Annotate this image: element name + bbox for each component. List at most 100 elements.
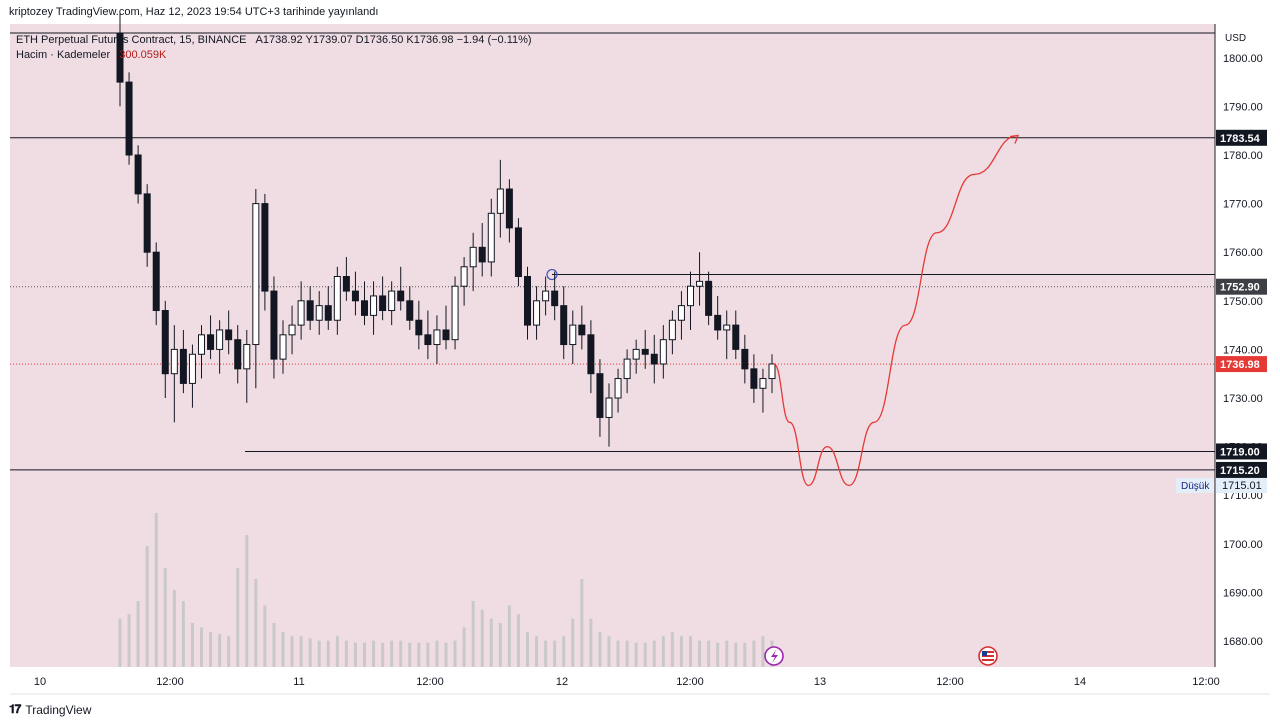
horizontal-levels: [10, 32, 1215, 471]
candle-body[interactable]: [469, 246, 477, 268]
candle-body[interactable]: [768, 363, 776, 380]
candle-body[interactable]: [188, 353, 196, 384]
lightning-event-icon[interactable]: [764, 646, 784, 666]
candle-body[interactable]: [714, 314, 722, 331]
candle-body[interactable]: [288, 324, 296, 336]
volume-bar: [245, 535, 249, 667]
candle-body[interactable]: [116, 33, 124, 83]
candle-body[interactable]: [297, 300, 305, 326]
candle-body[interactable]: [496, 188, 504, 214]
price-label-box: [1216, 278, 1267, 295]
candle-body[interactable]: [424, 334, 432, 346]
volume-bar: [498, 623, 502, 667]
low-marker-value: 1715.01: [1222, 480, 1262, 492]
candle-body[interactable]: [134, 154, 142, 195]
candle-body[interactable]: [542, 290, 550, 302]
candle-body[interactable]: [587, 334, 595, 375]
volume-bar: [290, 636, 294, 667]
candle-body[interactable]: [650, 353, 658, 365]
candle-body[interactable]: [152, 251, 160, 312]
candle-body[interactable]: [723, 324, 731, 331]
volume-bar: [571, 618, 575, 667]
candle-body[interactable]: [442, 329, 450, 341]
candle-body[interactable]: [342, 276, 350, 292]
candle-body[interactable]: [677, 305, 685, 321]
projection-curve[interactable]: [773, 134, 1019, 487]
volume-label: Hacim · Kademeler: [16, 49, 111, 61]
price-label-text: 1719.00: [1220, 446, 1260, 458]
candle-body[interactable]: [388, 290, 396, 312]
candle-body[interactable]: [696, 280, 704, 287]
low-marker-box: [1176, 478, 1214, 493]
candle-body[interactable]: [460, 266, 468, 287]
candle-body[interactable]: [125, 81, 133, 156]
candle-body[interactable]: [659, 339, 667, 365]
candle-body[interactable]: [560, 305, 568, 346]
us-flag-event-icon[interactable]: [978, 646, 998, 666]
candle-body[interactable]: [569, 324, 577, 346]
volume-bar: [200, 627, 203, 667]
candle-body[interactable]: [306, 300, 314, 321]
volume-bar: [661, 636, 665, 667]
candle-body[interactable]: [732, 324, 740, 350]
candle-body[interactable]: [252, 203, 260, 346]
candle-body[interactable]: [487, 212, 495, 263]
candle-body[interactable]: [415, 319, 423, 336]
volume-bar: [698, 640, 702, 667]
candle-body[interactable]: [524, 276, 531, 326]
candle-body[interactable]: [750, 368, 758, 389]
candle-body[interactable]: [315, 305, 323, 321]
candle-body[interactable]: [207, 334, 215, 350]
candle-body[interactable]: [351, 290, 359, 302]
candle-body[interactable]: [451, 285, 459, 341]
candle-body[interactable]: [741, 348, 749, 370]
candle-body[interactable]: [759, 378, 767, 389]
candle-body[interactable]: [668, 319, 676, 341]
candle-body[interactable]: [179, 348, 187, 384]
candle-body[interactable]: [361, 300, 368, 316]
candle-body[interactable]: [243, 344, 251, 370]
candle-body[interactable]: [614, 378, 622, 399]
candle-body[interactable]: [370, 295, 378, 316]
candle-body[interactable]: [397, 290, 405, 302]
candle-body[interactable]: [198, 334, 205, 355]
candle-body[interactable]: [216, 329, 224, 350]
plot-background: [10, 24, 1215, 667]
volume-bar: [462, 627, 466, 667]
candle-body[interactable]: [641, 348, 649, 355]
volume-bar: [679, 636, 683, 667]
candlestick-chart[interactable]: 1680.001690.001700.001710.001720.001730.…: [0, 0, 1280, 700]
candle-body[interactable]: [687, 285, 694, 307]
candle-body[interactable]: [623, 358, 631, 380]
candle-body[interactable]: [324, 305, 332, 321]
candle-body[interactable]: [406, 300, 414, 321]
candle-body[interactable]: [505, 188, 513, 229]
candle-body[interactable]: [379, 295, 387, 312]
x-tick-label: 12:00: [416, 676, 444, 688]
candle-body[interactable]: [170, 348, 178, 375]
publish-caption: kriptozey TradingView.com, Haz 12, 2023 …: [9, 6, 379, 18]
candle-body[interactable]: [270, 290, 278, 360]
tradingview-logo[interactable]: 𝟏𝟕 TradingView: [9, 702, 91, 717]
candle-body[interactable]: [632, 348, 640, 360]
candle-body[interactable]: [161, 310, 169, 375]
price-axis: 1680.001690.001700.001710.001720.001730.…: [1223, 53, 1263, 648]
candle-body[interactable]: [143, 193, 151, 253]
candle-body[interactable]: [596, 373, 604, 418]
candle-body[interactable]: [605, 397, 613, 418]
candle-body[interactable]: [225, 329, 233, 341]
candle-body[interactable]: [333, 276, 341, 321]
low-marker-value-box: [1216, 478, 1267, 493]
candle-body[interactable]: [261, 203, 269, 292]
candle-body[interactable]: [234, 339, 242, 370]
ray-anchor-handle[interactable]: [546, 268, 558, 281]
volume-bar: [743, 642, 747, 667]
candle-body[interactable]: [433, 329, 441, 346]
candle-body[interactable]: [578, 324, 586, 336]
candle-body[interactable]: [551, 290, 559, 307]
candle-body[interactable]: [279, 334, 287, 360]
candle-body[interactable]: [514, 227, 522, 277]
candle-body[interactable]: [478, 246, 486, 263]
candle-body[interactable]: [533, 300, 541, 326]
candle-body[interactable]: [705, 280, 713, 316]
